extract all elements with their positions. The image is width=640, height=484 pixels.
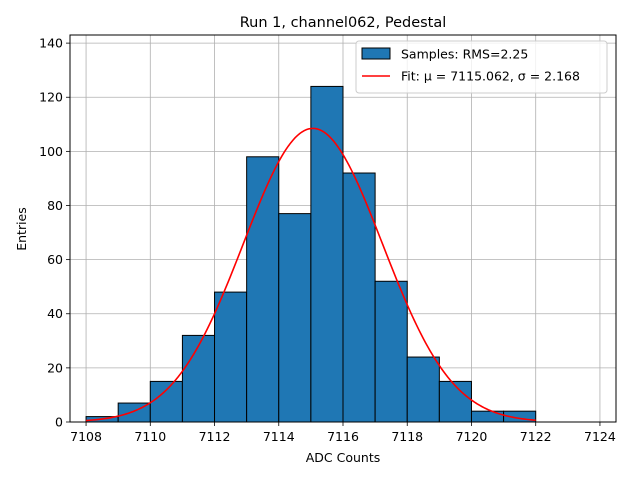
y-tick-label: 120 [39, 90, 63, 105]
x-tick-label: 7122 [520, 429, 552, 444]
x-tick-label: 7110 [134, 429, 166, 444]
y-tick-label: 100 [39, 144, 63, 159]
y-tick-label: 0 [55, 415, 63, 430]
histogram-bars [85, 85, 537, 423]
x-tick-label: 7116 [327, 429, 359, 444]
y-axis-ticks: 0 20 40 60 80 100 120 140 [39, 36, 70, 430]
legend: Samples: RMS=2.25 Fit: μ = 7115.062, σ =… [355, 40, 608, 94]
legend-histogram-swatch [361, 47, 391, 60]
legend-box [355, 40, 608, 94]
x-tick-label: 7108 [70, 429, 102, 444]
x-tick-label: 7124 [584, 429, 616, 444]
histogram-bar [342, 172, 376, 423]
x-tick-label: 7118 [391, 429, 423, 444]
histogram-bar [310, 85, 344, 423]
histogram-bar [470, 410, 505, 423]
x-tick-label: 7120 [456, 429, 488, 444]
x-axis-label: ADC Counts [306, 450, 381, 465]
y-tick-label: 80 [47, 198, 63, 213]
histogram-bar [246, 156, 280, 423]
y-axis-label: Entries [14, 207, 29, 251]
histogram-bar [406, 356, 440, 423]
histogram-bar [278, 213, 312, 423]
y-tick-label: 60 [47, 252, 63, 267]
legend-histogram-label: Samples: RMS=2.25 [401, 47, 528, 62]
y-tick-label: 40 [47, 306, 63, 321]
x-tick-label: 7114 [263, 429, 295, 444]
histogram-bar [374, 280, 408, 423]
y-tick-label: 140 [39, 36, 63, 51]
legend-fit-label: Fit: μ = 7115.062, σ = 2.168 [401, 69, 580, 84]
histogram-bar [438, 380, 472, 423]
x-tick-label: 7112 [199, 429, 231, 444]
gaussian-fit-line [86, 127, 536, 422]
histogram-bar [181, 334, 216, 423]
chart-title: Run 1, channel062, Pedestal [240, 15, 447, 31]
histogram-bar [214, 291, 248, 423]
x-axis-ticks: 7108 7110 7112 7114 7116 7118 7120 7122 7124 [70, 422, 616, 444]
histogram-bar [149, 380, 183, 423]
y-tick-label: 20 [47, 360, 63, 375]
fit-curve-group [86, 127, 536, 422]
